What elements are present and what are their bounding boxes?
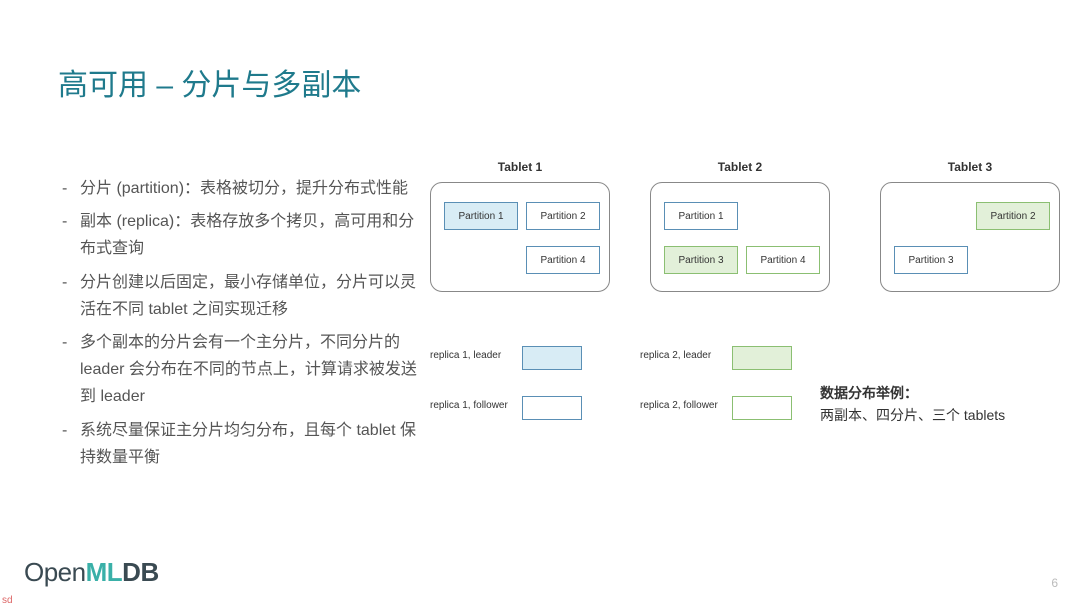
tablet-box [650, 182, 830, 292]
partition-box: Partition 2 [976, 202, 1050, 230]
tablet-box [430, 182, 610, 292]
bullet-item: 多个副本的分片会有一个主分片，不同分片的 leader 会分布在不同的节点上，计… [58, 329, 418, 411]
diagram-area: Tablet 1 Tablet 2 Tablet 3 Partition 1 Parti… [430, 160, 1070, 460]
partition-box: Partition 3 [894, 246, 968, 274]
watermark: sd [2, 595, 13, 606]
partition-box: Partition 4 [746, 246, 820, 274]
legend-label: replica 2, leader [640, 350, 711, 361]
legend-box [732, 396, 792, 420]
partition-box: Partition 2 [526, 202, 600, 230]
partition-box: Partition 4 [526, 246, 600, 274]
legend-box [732, 346, 792, 370]
tablet-label: Tablet 2 [650, 160, 830, 174]
partition-box: Partition 1 [444, 202, 518, 230]
logo-b: B [140, 557, 158, 587]
tablet-label: Tablet 3 [880, 160, 1060, 174]
legend-box [522, 396, 582, 420]
distribution-note: 数据分布举例：两副本、四分片、三个 tablets [820, 382, 1005, 427]
partition-box: Partition 1 [664, 202, 738, 230]
logo-prefix: Open [24, 557, 86, 587]
slide-title: 高可用 – 分片与多副本 [58, 60, 361, 104]
logo-ml: ML [86, 557, 123, 587]
bullet-item: 系统尽量保证主分片均匀分布，且每个 tablet 保持数量平衡 [58, 417, 418, 471]
legend-label: replica 2, follower [640, 400, 718, 411]
bullet-list: 分片 (partition)：表格被切分，提升分布式性能副本 (replica)… [58, 175, 418, 477]
tablet-label: Tablet 1 [430, 160, 610, 174]
bullet-item: 分片 (partition)：表格被切分，提升分布式性能 [58, 175, 418, 202]
legend-label: replica 1, follower [430, 400, 508, 411]
partition-box: Partition 3 [664, 246, 738, 274]
bullet-item: 副本 (replica)：表格存放多个拷贝，高可用和分布式查询 [58, 208, 418, 262]
bullet-item: 分片创建以后固定，最小存储单位，分片可以灵活在不同 tablet 之间实现迁移 [58, 269, 418, 323]
logo-d: D [122, 557, 140, 587]
legend-label: replica 1, leader [430, 350, 501, 361]
legend-box [522, 346, 582, 370]
page-number: 6 [1051, 576, 1058, 590]
tablet-box [880, 182, 1060, 292]
logo: OpenMLDB [24, 557, 159, 588]
